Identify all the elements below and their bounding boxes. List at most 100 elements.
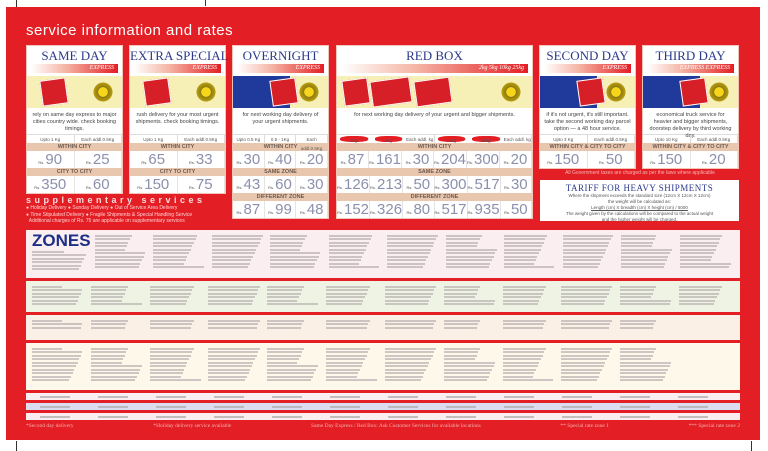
tariff-title: TARIFF FOR HEAVY SHIPMENTS <box>565 183 714 193</box>
service-illustration <box>540 76 635 108</box>
zone-location-line <box>502 365 538 367</box>
zone-location-line <box>211 252 255 254</box>
zone-location-line <box>149 358 190 360</box>
zone-location-line <box>561 351 611 353</box>
footer-note: *Second day delivery <box>26 423 74 429</box>
card-description: for next working day delivery of your ur… <box>354 112 515 118</box>
zone-location-line <box>502 289 545 291</box>
zone-location-line <box>149 347 195 350</box>
zone-location-line <box>620 347 656 350</box>
weight-label: Each addl. kg <box>503 135 532 143</box>
zone-location-line <box>620 296 651 298</box>
rate-section-header: WITHIN CITY & CITY TO CITY <box>643 143 738 151</box>
zone-location-line <box>384 375 423 378</box>
zone-location-line <box>443 372 491 374</box>
zone-location-line <box>384 358 432 360</box>
zone-location-line <box>443 285 480 288</box>
price-value: Rs.20 <box>691 151 738 168</box>
zone-location-line <box>270 234 307 237</box>
zone-location-line <box>384 347 436 350</box>
zone-column <box>265 318 324 337</box>
zone-location-line <box>384 289 435 291</box>
service-card: RED BOX 2kg 5kg 10kg 25kg for next worki… <box>336 45 533 219</box>
zone-location-line <box>153 238 196 240</box>
weight-row: Upto 1 Kg Each addl.0.5Kg <box>130 134 225 143</box>
zone-location-line <box>153 248 191 251</box>
zone-location-line <box>90 326 125 329</box>
price-value: Rs.40 <box>265 151 297 168</box>
price-amount: 65 <box>148 151 166 168</box>
zone-location-line <box>32 375 71 378</box>
zone-location-line <box>679 289 721 291</box>
rate-section-header: DIFFERENT ZONE <box>337 193 532 201</box>
zone-location-line <box>443 326 477 329</box>
zone-location-line <box>208 365 252 367</box>
zone-location-line <box>326 292 367 295</box>
zone-location-line <box>326 358 366 360</box>
zone-location-line <box>621 262 666 265</box>
zone-location-line <box>387 248 432 251</box>
price-value: Rs.326 <box>370 201 404 218</box>
zone-location-line <box>443 354 477 357</box>
zone-location-line <box>384 303 428 305</box>
zone-location-line <box>443 319 480 322</box>
weight-row: 2kg 5kg Each addl. kg 10kg 25kg Each addl. kg <box>337 134 532 143</box>
zone-location-line <box>32 319 63 322</box>
service-illustration <box>233 76 328 108</box>
red-box-package <box>369 76 413 108</box>
zone-column <box>324 346 383 387</box>
zone-location-line <box>502 372 535 374</box>
zone-location-line <box>561 323 611 325</box>
card-description: rely on same day express to major cities… <box>32 112 117 132</box>
zone-column <box>383 346 442 387</box>
zone-location-line <box>561 368 603 371</box>
tariff-formula: Length (cm) X breadth (cm) X height (cm)… <box>591 205 688 210</box>
zone-location-line <box>620 375 665 378</box>
price-amount: 75 <box>195 176 213 193</box>
zone-location-line <box>620 379 664 381</box>
zone-column <box>89 284 148 309</box>
zone-location-line <box>149 351 193 353</box>
rate-section-header: WITHIN CITY & CITY TO CITY <box>540 143 635 151</box>
zone-location-line <box>443 358 476 360</box>
price-amount: 48 <box>306 201 324 218</box>
price-row: Rs.30 Rs.40 Rs.20 <box>233 151 329 168</box>
price-value: Rs.30 <box>296 176 329 193</box>
zone-location-line <box>94 252 146 254</box>
zone-location-line <box>153 266 205 268</box>
zone-location-line <box>270 238 305 240</box>
footer-note: *** Special rate zone 2 <box>688 423 740 429</box>
currency-label: Rs. <box>299 160 306 165</box>
zones-title: ZONES <box>32 231 91 250</box>
zone-location-line <box>211 245 258 247</box>
zone-column <box>559 318 618 337</box>
zone-location-line <box>94 241 129 244</box>
zone-location-line <box>267 292 301 295</box>
zone-location-line <box>326 285 370 288</box>
currency-label: Rs. <box>337 210 343 215</box>
zone-location-line <box>562 248 607 251</box>
price-amount: 30 <box>243 151 261 168</box>
supp-item: Out of Service Area Delivery <box>114 205 178 211</box>
zone-location-line <box>384 285 436 288</box>
zone-location-line <box>443 365 494 367</box>
zone-location-line <box>679 296 717 298</box>
supp-item: Fragile Shipments & Special Handling Ser… <box>90 211 193 218</box>
card-title: OVERNIGHT <box>242 48 319 63</box>
zone-location-line <box>153 241 194 244</box>
zone-location-line <box>620 354 653 357</box>
service-illustration <box>27 76 122 108</box>
zone-row <box>26 281 740 312</box>
zone-location-line <box>94 245 127 247</box>
zone-location-line <box>328 234 373 237</box>
zone-location-line <box>562 255 603 258</box>
currency-label: Rs. <box>406 185 413 190</box>
zone-location-line <box>502 303 538 305</box>
zone-location-line <box>621 255 669 258</box>
card-subtitle: 2kg 5kg 10kg 25kg <box>341 64 528 73</box>
zone-location-line <box>679 299 716 302</box>
zone-location-line <box>208 292 257 295</box>
currency-label: Rs. <box>236 210 243 215</box>
zone-location-line <box>562 266 598 268</box>
zone-location-line <box>502 296 541 298</box>
